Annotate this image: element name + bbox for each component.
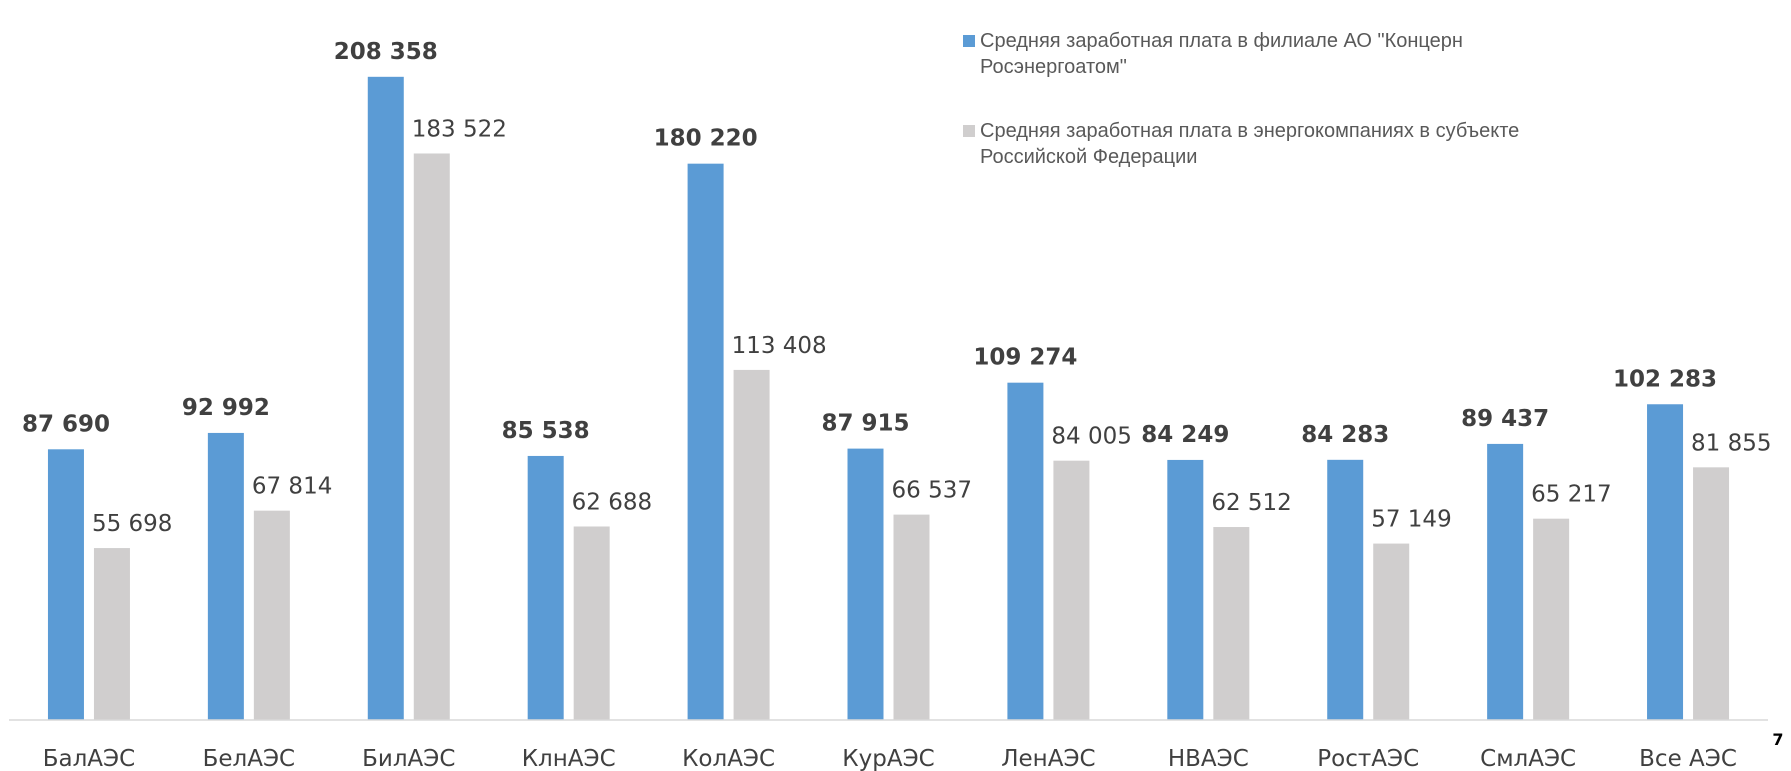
value-label: 66 537 xyxy=(892,478,972,504)
x-tick-label: Все АЭС xyxy=(1639,746,1737,771)
value-label: 84 283 xyxy=(1301,422,1389,448)
value-label: 62 512 xyxy=(1211,490,1291,516)
value-label: 57 149 xyxy=(1371,507,1451,533)
bar xyxy=(573,526,610,720)
value-label: 55 698 xyxy=(92,511,172,537)
bar xyxy=(687,163,724,720)
bar xyxy=(1053,460,1090,720)
value-label: 87 690 xyxy=(22,411,110,437)
x-tick-label: КурАЭС xyxy=(842,746,934,771)
bar xyxy=(733,369,770,720)
bar xyxy=(413,153,450,720)
value-label: 67 814 xyxy=(252,474,332,500)
value-label: 85 538 xyxy=(502,418,590,444)
bar xyxy=(1533,518,1570,720)
value-label: 180 220 xyxy=(654,126,758,152)
x-tick-label: РостАЭС xyxy=(1317,746,1419,771)
legend-swatch xyxy=(963,35,975,47)
bar xyxy=(1327,459,1364,720)
value-label: 208 358 xyxy=(334,39,438,65)
legend-swatch xyxy=(963,125,975,137)
value-label: 109 274 xyxy=(973,345,1077,371)
value-label: 89 437 xyxy=(1461,406,1549,432)
value-label: 84 249 xyxy=(1141,422,1229,448)
value-label: 65 217 xyxy=(1531,482,1611,508)
value-label: 92 992 xyxy=(182,395,270,421)
value-label: 81 855 xyxy=(1691,430,1771,456)
bar xyxy=(367,76,404,720)
x-tick-label: СмлАЭС xyxy=(1480,746,1576,771)
x-tick-label: БалАЭС xyxy=(43,746,135,771)
legend-label: Средняя заработная плата в энергокомпани… xyxy=(980,120,1520,168)
value-label: 62 688 xyxy=(572,489,652,515)
x-tick-label: КлнАЭС xyxy=(522,746,616,771)
bar xyxy=(93,548,130,720)
bar xyxy=(1167,459,1204,720)
value-label: 113 408 xyxy=(732,333,827,359)
bar xyxy=(207,432,244,720)
bar xyxy=(1487,443,1524,720)
bar xyxy=(1213,527,1250,720)
bar xyxy=(1693,467,1730,720)
x-tick-label: ЛенАЭС xyxy=(1001,746,1095,771)
x-tick-label: КолАЭС xyxy=(682,746,775,771)
legend-label: Средняя заработная плата в филиале АО "К… xyxy=(980,30,1463,78)
bar xyxy=(1647,404,1684,720)
bar xyxy=(893,514,930,720)
value-label: 84 005 xyxy=(1051,424,1131,450)
bar xyxy=(527,455,564,720)
legend-item: Средняя заработная плата в энергокомпани… xyxy=(963,118,1563,170)
value-label: 87 915 xyxy=(821,411,909,437)
bar xyxy=(47,449,84,720)
bar xyxy=(847,448,884,720)
bar xyxy=(253,510,290,720)
x-tick-label: БелАЭС xyxy=(203,746,295,771)
bar xyxy=(1373,543,1410,720)
value-label: 102 283 xyxy=(1613,366,1717,392)
x-tick-label: БилАЭС xyxy=(362,746,455,771)
value-label: 183 522 xyxy=(412,116,507,142)
page-number: 7 xyxy=(1772,730,1783,749)
bar xyxy=(1007,382,1044,720)
x-tick-label: НВАЭС xyxy=(1168,746,1249,771)
legend-item: Средняя заработная плата в филиале АО "К… xyxy=(963,28,1563,80)
